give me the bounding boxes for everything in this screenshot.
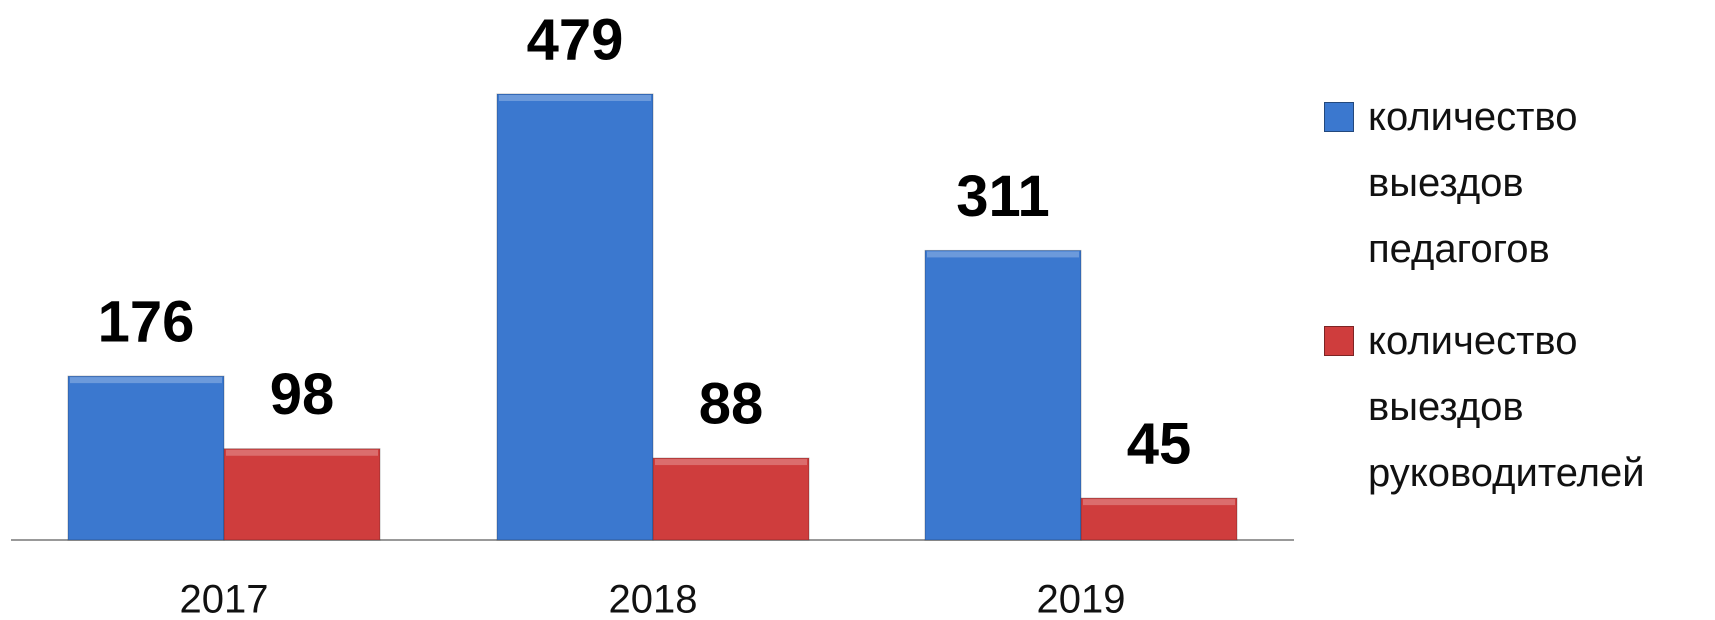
bar-highlight xyxy=(70,377,222,384)
data-label: 45 xyxy=(1127,411,1192,476)
data-label: 88 xyxy=(699,371,764,436)
bar-highlight xyxy=(499,95,651,101)
data-label: 176 xyxy=(98,289,195,354)
legend-label: количество выездов педагогов xyxy=(1368,95,1578,271)
bar xyxy=(924,249,1082,541)
bar xyxy=(223,448,381,541)
data-label: 479 xyxy=(527,7,624,72)
legend: количество выездов педагогов количество в… xyxy=(1324,84,1715,532)
legend-swatch xyxy=(1324,102,1354,132)
legend-item: количество выездов руководителей xyxy=(1324,308,1715,506)
data-label: 98 xyxy=(270,362,335,427)
bar xyxy=(67,375,225,541)
x-tick-label: 2017 xyxy=(180,578,269,620)
bar xyxy=(496,93,654,541)
legend-swatch xyxy=(1324,326,1354,356)
bar xyxy=(1080,497,1238,541)
bar-highlight xyxy=(226,449,378,456)
bar-highlight xyxy=(1083,499,1235,506)
legend-label: количество выездов руководителей xyxy=(1368,319,1645,495)
x-tick-label: 2018 xyxy=(609,578,698,620)
data-label: 311 xyxy=(956,164,1050,229)
bar-highlight xyxy=(927,251,1079,258)
legend-item: количество выездов педагогов xyxy=(1324,84,1715,282)
bar-highlight xyxy=(655,459,807,466)
x-tick-label: 2019 xyxy=(1037,578,1126,620)
bar xyxy=(652,457,810,541)
